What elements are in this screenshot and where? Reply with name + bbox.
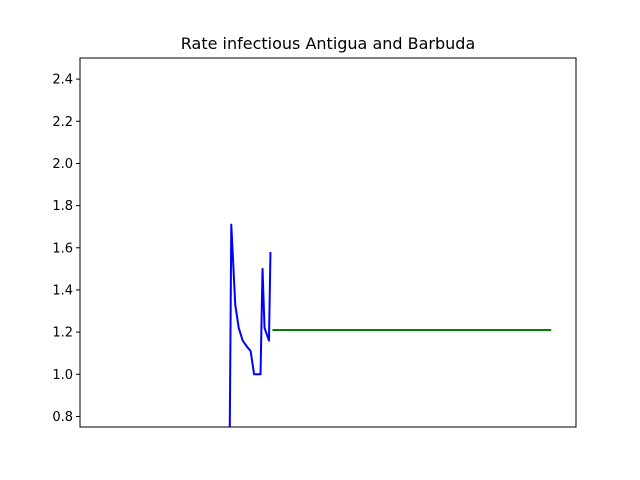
y-tick-label: 2.2 xyxy=(52,115,73,130)
y-tick-label: 1.4 xyxy=(52,283,73,298)
y-tick-label: 1.2 xyxy=(52,326,73,341)
y-tick-label: 2.0 xyxy=(52,157,73,172)
y-tick-label: 1.8 xyxy=(52,199,73,214)
series-line-0 xyxy=(228,223,272,427)
y-tick-label: 0.8 xyxy=(52,410,73,425)
y-axis: 0.8 1.0 1.2 1.4 1.6 1.8 2.0 2.2 2.4 xyxy=(52,73,80,425)
axes-frame xyxy=(79,57,577,428)
plot-area xyxy=(228,223,552,427)
y-tick-label: 2.4 xyxy=(52,73,73,88)
y-tick-label: 1.0 xyxy=(52,368,73,383)
chart-title: Rate infectious Antigua and Barbuda xyxy=(181,34,476,53)
y-tick-label: 1.6 xyxy=(52,241,73,256)
